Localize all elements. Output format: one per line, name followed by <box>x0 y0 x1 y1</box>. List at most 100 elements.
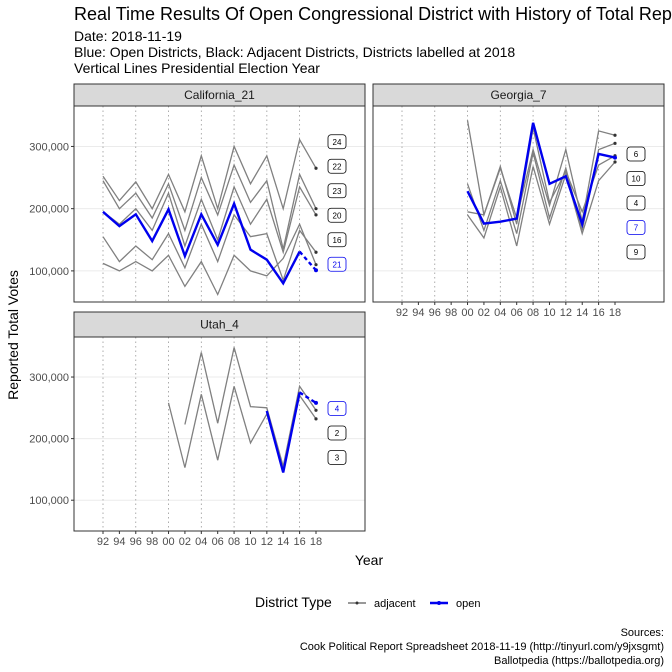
adjacent-endpoint-georgia-7-9 <box>613 160 617 164</box>
district-label-california-21-16: 16 <box>333 236 342 245</box>
district-label-box-georgia-7-7 <box>626 220 646 235</box>
chart-title: Real Time Results Of Open Congressional … <box>74 4 672 24</box>
x-tick-label-georgia-7-0: 92 <box>396 307 408 319</box>
x-tick-label-georgia-7-1: 94 <box>412 307 424 319</box>
district-label-utah-4-4: 4 <box>335 405 340 414</box>
district-label-georgia-7-7: 7 <box>634 224 639 233</box>
legend-key-open-point <box>437 601 441 605</box>
adjacent-line-utah-4-2 <box>184 347 317 467</box>
y-tick-label-california-21-2: 300,000 <box>29 141 69 153</box>
x-tick-label-georgia-7-7: 06 <box>511 307 523 319</box>
caption-sources-heading: Sources: <box>621 627 664 639</box>
facet-strip-label-california-21: California_21 <box>184 88 255 102</box>
open-line-california-21 <box>102 200 301 286</box>
district-label-box-utah-4-4 <box>327 401 347 416</box>
adjacent-endpoint-utah-4-3 <box>314 417 318 421</box>
adjacent-line-california-21-16 <box>102 222 317 297</box>
panel-georgia-7: Georgia_7 6 10 4 7 9 92 94 96 98 00 02 04 06 08 10 12 14 1… <box>372 83 665 319</box>
facet-panels: California_21242223201621100,000200,0003… <box>29 83 665 548</box>
district-label-box-utah-4-2 <box>327 425 347 441</box>
adjacent-line-california-21-24 <box>102 137 317 214</box>
legend-title: District Type <box>255 594 332 610</box>
adjacent-endpoint-california-21-16 <box>314 263 318 267</box>
adjacent-endpoint-california-21-23 <box>314 213 318 217</box>
district-label-utah-4-3: 3 <box>335 454 340 463</box>
district-label-box-california-21-16 <box>327 232 347 248</box>
x-tick-label-georgia-7-9: 10 <box>543 307 555 319</box>
district-label-georgia-7-4: 4 <box>634 199 639 208</box>
district-label-california-21-24: 24 <box>333 138 342 147</box>
district-label-california-21-20: 20 <box>333 211 342 220</box>
x-tick-label-georgia-7-12: 16 <box>592 307 604 319</box>
district-label-box-california-21-24 <box>327 134 347 150</box>
panel-border-utah-4 <box>73 336 366 532</box>
x-tick-label-georgia-7-4: 00 <box>461 307 473 319</box>
adjacent-endpoint-california-21-24 <box>314 166 318 170</box>
y-tick-label-utah-4-1: 200,000 <box>29 434 69 446</box>
x-tick-label-georgia-7-5: 02 <box>478 307 490 319</box>
y-tick-label-utah-4-2: 300,000 <box>29 372 69 384</box>
x-tick-label-utah-4-7: 06 <box>212 536 224 548</box>
district-label-box-utah-4-3 <box>327 450 347 465</box>
x-tick-label-utah-4-8: 08 <box>228 536 240 548</box>
adjacent-endpoint-utah-4-2 <box>314 408 318 412</box>
district-label-box-california-21-23 <box>327 183 347 199</box>
x-tick-label-georgia-7-11: 14 <box>576 307 588 319</box>
x-tick-label-georgia-7-2: 96 <box>429 307 441 319</box>
x-tick-label-utah-4-10: 12 <box>261 536 273 548</box>
district-label-box-california-21-22 <box>327 158 347 174</box>
district-label-california-21-23: 23 <box>333 187 342 196</box>
adjacent-line-california-21-22 <box>102 163 317 250</box>
x-tick-label-utah-4-3: 98 <box>146 536 158 548</box>
panel-utah-4: Utah_4 4 2 3 100,000 200,000 300,000 92 94 96 98 00… <box>29 311 366 548</box>
legend-key-adjacent-point <box>355 601 359 605</box>
district-label-california-21-22: 22 <box>333 162 342 171</box>
legend-label-adjacent: adjacent <box>374 598 416 610</box>
x-tick-label-utah-4-4: 00 <box>162 536 174 548</box>
panel-border-georgia-7 <box>372 105 665 303</box>
district-label-box-georgia-7-6 <box>626 146 646 162</box>
x-tick-label-utah-4-1: 94 <box>113 536 125 548</box>
open-endpoint-utah-4 <box>314 400 318 405</box>
chart-subtitle-vlines: Vertical Lines Presidential Election Yea… <box>74 60 320 76</box>
adjacent-line-georgia-7-9 <box>466 161 616 247</box>
caption-source-ballotpedia: Ballotpedia (https://ballotpedia.org) <box>494 655 664 667</box>
adjacent-endpoint-georgia-7-6 <box>613 133 617 137</box>
caption-source-cook: Cook Political Report Spreadsheet 2018-1… <box>300 641 664 653</box>
x-tick-label-utah-4-12: 16 <box>293 536 305 548</box>
adjacent-line-california-21-23 <box>102 185 317 255</box>
adjacent-endpoint-california-21-22 <box>314 207 318 211</box>
x-tick-label-georgia-7-6: 04 <box>494 307 506 319</box>
district-label-box-california-21-20 <box>327 207 347 223</box>
x-tick-label-georgia-7-8: 08 <box>527 307 539 319</box>
y-tick-label-california-21-1: 200,000 <box>29 204 69 216</box>
x-tick-label-utah-4-2: 96 <box>130 536 142 548</box>
facet-strip-label-utah-4: Utah_4 <box>200 318 239 332</box>
y-axis-label: Reported Total Votes <box>5 270 21 400</box>
plot-area-utah-4 <box>74 337 365 531</box>
x-tick-label-utah-4-0: 92 <box>97 536 109 548</box>
facet-strip-utah-4 <box>73 311 366 338</box>
district-label-utah-4-2: 2 <box>335 429 340 438</box>
panel-border-california-21 <box>73 105 366 303</box>
district-label-georgia-7-9: 9 <box>634 248 639 257</box>
y-tick-label-california-21-0: 100,000 <box>29 266 69 278</box>
x-tick-label-utah-4-13: 18 <box>310 536 322 548</box>
facet-strip-label-georgia-7: Georgia_7 <box>490 88 546 102</box>
chart-subtitle-date: Date: 2018-11-19 <box>74 28 182 44</box>
adjacent-endpoint-california-21-20 <box>314 250 318 254</box>
x-tick-label-utah-4-11: 14 <box>277 536 289 548</box>
chart-subtitle-colors: Blue: Open Districts, Black: Adjacent Di… <box>74 44 515 60</box>
x-tick-label-georgia-7-3: 98 <box>445 307 457 319</box>
district-label-box-georgia-7-10 <box>626 171 646 186</box>
district-label-box-georgia-7-9 <box>626 244 646 260</box>
open-line-utah-4 <box>265 392 301 473</box>
open-line-georgia-7 <box>466 122 616 229</box>
x-tick-label-utah-4-6: 04 <box>195 536 207 548</box>
legend-label-open: open <box>456 598 480 610</box>
open-endpoint-california-21 <box>314 268 318 273</box>
x-tick-label-georgia-7-13: 18 <box>609 307 621 319</box>
y-tick-label-utah-4-0: 100,000 <box>29 495 69 507</box>
x-tick-label-georgia-7-10: 12 <box>560 307 572 319</box>
